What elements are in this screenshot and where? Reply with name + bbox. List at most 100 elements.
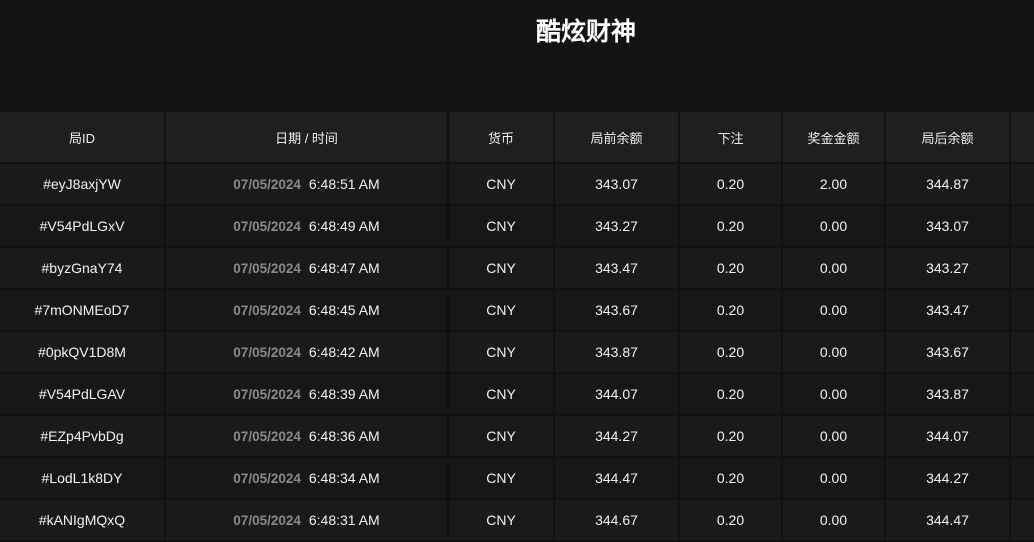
- page-title: 酷炫财神: [535, 18, 636, 46]
- balance-after: 344.27: [885, 457, 1011, 500]
- round-id[interactable]: #V54PdLGxV: [0, 205, 166, 248]
- table-header: 局ID 日期 / 时间 货币 局前余额 下注 奖金金额 局后余额: [0, 112, 1034, 164]
- bet: 0.20: [679, 415, 783, 458]
- time: 6:48:51 AM: [308, 176, 380, 192]
- date: 07/05/2024: [233, 261, 301, 276]
- balance-after: 343.27: [885, 247, 1011, 290]
- datetime: 07/05/2024 6:48:31 AM: [165, 499, 449, 542]
- extra-cell: [1010, 415, 1034, 458]
- currency: CNY: [448, 373, 555, 416]
- win: 0.00: [782, 331, 886, 374]
- date: 07/05/2024: [233, 429, 301, 444]
- extra-cell: [1010, 331, 1034, 374]
- time: 6:48:49 AM: [308, 218, 380, 234]
- win: 0.00: [782, 373, 886, 416]
- table-row[interactable]: #EZp4PvbDg 07/05/2024 6:48:36 AM CNY 344.…: [0, 415, 1034, 458]
- bet: 0.20: [679, 205, 783, 248]
- datetime: 07/05/2024 6:48:36 AM: [165, 415, 449, 458]
- table-row[interactable]: #byzGnaY74 07/05/2024 6:48:47 AM CNY 343.…: [0, 247, 1034, 290]
- balance-after: 344.47: [885, 499, 1011, 542]
- extra-cell: [1010, 163, 1034, 206]
- win: 0.00: [782, 415, 886, 458]
- currency: CNY: [448, 205, 555, 248]
- currency: CNY: [448, 415, 555, 458]
- table-row[interactable]: #V54PdLGxV 07/05/2024 6:48:49 AM CNY 343.…: [0, 205, 1034, 248]
- win: 0.00: [782, 289, 886, 332]
- time: 6:48:39 AM: [308, 386, 380, 402]
- column-header-balance-after: 局后余额: [885, 112, 1011, 164]
- round-id[interactable]: #eyJ8axjYW: [0, 163, 166, 206]
- date: 07/05/2024: [233, 177, 301, 192]
- win: 0.00: [782, 499, 886, 542]
- extra-cell: [1010, 499, 1034, 542]
- datetime: 07/05/2024 6:48:49 AM: [165, 205, 449, 248]
- bet: 0.20: [679, 247, 783, 290]
- table-row[interactable]: #eyJ8axjYW 07/05/2024 6:48:51 AM CNY 343.…: [0, 163, 1034, 206]
- balance-after: 343.07: [885, 205, 1011, 248]
- currency: CNY: [448, 247, 555, 290]
- currency: CNY: [448, 457, 555, 500]
- round-id[interactable]: #EZp4PvbDg: [0, 415, 166, 458]
- datetime: 07/05/2024 6:48:39 AM: [165, 373, 449, 416]
- date: 07/05/2024: [233, 513, 301, 528]
- date: 07/05/2024: [233, 219, 301, 234]
- table-row[interactable]: #LodL1k8DY 07/05/2024 6:48:34 AM CNY 344.…: [0, 457, 1034, 500]
- balance-after: 343.47: [885, 289, 1011, 332]
- datetime: 07/05/2024 6:48:51 AM: [165, 163, 449, 206]
- datetime: 07/05/2024 6:48:47 AM: [165, 247, 449, 290]
- balance-before: 344.27: [554, 415, 680, 458]
- header: 酷炫财神: [0, 0, 1034, 112]
- date: 07/05/2024: [233, 471, 301, 486]
- balance-before: 343.27: [554, 205, 680, 248]
- time: 6:48:36 AM: [308, 428, 380, 444]
- bet: 0.20: [679, 499, 783, 542]
- table-row[interactable]: #0pkQV1D8M 07/05/2024 6:48:42 AM CNY 343.…: [0, 331, 1034, 374]
- balance-after: 343.67: [885, 331, 1011, 374]
- currency: CNY: [448, 331, 555, 374]
- round-id[interactable]: #byzGnaY74: [0, 247, 166, 290]
- win: 2.00: [782, 163, 886, 206]
- round-id[interactable]: #7mONMEoD7: [0, 289, 166, 332]
- bet: 0.20: [679, 331, 783, 374]
- column-header-datetime: 日期 / 时间: [165, 112, 449, 164]
- balance-before: 344.67: [554, 499, 680, 542]
- table-row[interactable]: #7mONMEoD7 07/05/2024 6:48:45 AM CNY 343.…: [0, 289, 1034, 332]
- bet: 0.20: [679, 289, 783, 332]
- currency: CNY: [448, 499, 555, 542]
- bet: 0.20: [679, 163, 783, 206]
- balance-before: 343.47: [554, 247, 680, 290]
- round-id[interactable]: #0pkQV1D8M: [0, 331, 166, 374]
- history-table: 局ID 日期 / 时间 货币 局前余额 下注 奖金金额 局后余额 #eyJ8axjYW 07…: [0, 112, 1034, 542]
- balance-before: 344.07: [554, 373, 680, 416]
- extra-cell: [1010, 205, 1034, 248]
- win: 0.00: [782, 205, 886, 248]
- extra-cell: [1010, 457, 1034, 500]
- date: 07/05/2024: [233, 387, 301, 402]
- bet: 0.20: [679, 373, 783, 416]
- extra-cell: [1010, 247, 1034, 290]
- table-row[interactable]: #V54PdLGAV 07/05/2024 6:48:39 AM CNY 344.…: [0, 373, 1034, 416]
- bet: 0.20: [679, 457, 783, 500]
- balance-before: 344.47: [554, 457, 680, 500]
- column-header-bet: 下注: [679, 112, 783, 164]
- column-header-balance-before: 局前余额: [554, 112, 680, 164]
- time: 6:48:34 AM: [308, 470, 380, 486]
- win: 0.00: [782, 247, 886, 290]
- column-header-round-id: 局ID: [0, 112, 166, 164]
- time: 6:48:45 AM: [308, 302, 380, 318]
- time: 6:48:47 AM: [308, 260, 380, 276]
- round-id[interactable]: #LodL1k8DY: [0, 457, 166, 500]
- currency: CNY: [448, 163, 555, 206]
- balance-before: 343.07: [554, 163, 680, 206]
- round-id[interactable]: #V54PdLGAV: [0, 373, 166, 416]
- date: 07/05/2024: [233, 303, 301, 318]
- column-header-currency: 货币: [448, 112, 555, 164]
- datetime: 07/05/2024 6:48:34 AM: [165, 457, 449, 500]
- column-header-win: 奖金金额: [782, 112, 886, 164]
- table-row[interactable]: #kANIgMQxQ 07/05/2024 6:48:31 AM CNY 344.…: [0, 499, 1034, 542]
- extra-cell: [1010, 289, 1034, 332]
- round-id[interactable]: #kANIgMQxQ: [0, 499, 166, 542]
- balance-before: 343.87: [554, 331, 680, 374]
- column-header-extra: [1010, 112, 1034, 164]
- time: 6:48:42 AM: [308, 344, 380, 360]
